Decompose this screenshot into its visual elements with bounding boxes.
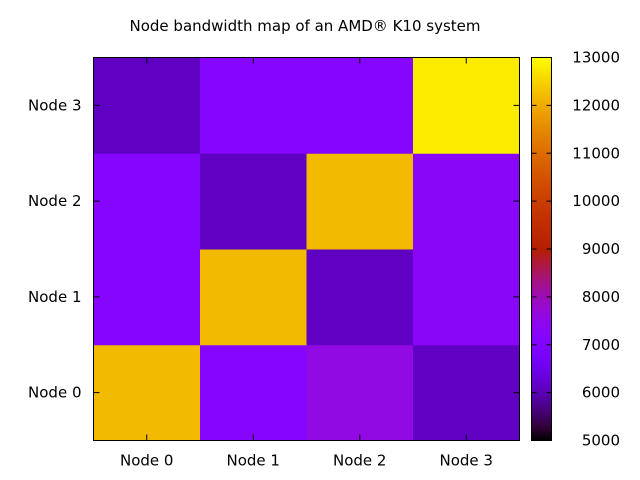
heatmap-cell-3-1 xyxy=(200,57,307,154)
colorbar-tick-label: 12000 xyxy=(572,96,620,114)
y-tick-label: Node 0 xyxy=(28,384,81,402)
heatmap-cell-1-2 xyxy=(306,249,414,346)
colorbar-tick-label: 13000 xyxy=(572,49,620,67)
x-tick-label: Node 3 xyxy=(440,452,493,470)
y-tick-label: Node 1 xyxy=(28,288,81,306)
colorbar-tick-label: 6000 xyxy=(582,384,620,402)
colorbar-tick-label: 11000 xyxy=(572,144,620,162)
heatmap-cell-1-1 xyxy=(200,249,307,346)
heatmap-cell-2-1 xyxy=(200,153,307,250)
x-tick-label: Node 0 xyxy=(120,452,173,470)
heatmap-cell-2-0 xyxy=(93,153,201,250)
heatmap-cell-3-0 xyxy=(93,57,201,154)
x-tick-label: Node 1 xyxy=(227,452,280,470)
colorbar-tick-label: 9000 xyxy=(582,240,620,258)
heatmap-cell-1-3 xyxy=(413,249,520,346)
heatmap-cell-2-2 xyxy=(306,153,414,250)
chart-title: Node bandwidth map of an AMD® K10 system xyxy=(130,17,481,35)
y-tick-label: Node 3 xyxy=(28,96,81,114)
heatmap-cell-3-2 xyxy=(306,57,414,154)
heatmap-cells xyxy=(93,57,520,441)
heatmap-cell-2-3 xyxy=(413,153,520,250)
plot-frame xyxy=(93,57,520,441)
heatmap-cell-0-1 xyxy=(200,344,307,441)
heatmap-cell-1-0 xyxy=(93,249,201,346)
heatmap-cell-0-2 xyxy=(306,344,414,441)
heatmap-cell-0-0 xyxy=(93,344,201,441)
colorbar-tick-label: 7000 xyxy=(582,336,620,354)
colorbar-ticks: 5000 6000 7000 8000 9000 10000 11000 12000 13000 xyxy=(531,49,620,450)
y-axis-ticks: Node 0 Node 1 Node 2 Node 3 xyxy=(28,96,520,402)
y-tick-label: Node 2 xyxy=(28,192,81,210)
colorbar-tick-label: 8000 xyxy=(582,288,620,306)
x-tick-label: Node 2 xyxy=(333,452,386,470)
heatmap-cell-3-3 xyxy=(413,57,520,154)
colorbar-tick-label: 10000 xyxy=(572,192,620,210)
x-axis-ticks: Node 0 Node 1 Node 2 Node 3 xyxy=(120,57,493,470)
colorbar-tick-label: 5000 xyxy=(582,432,620,450)
heatmap-cell-0-3 xyxy=(413,344,520,441)
